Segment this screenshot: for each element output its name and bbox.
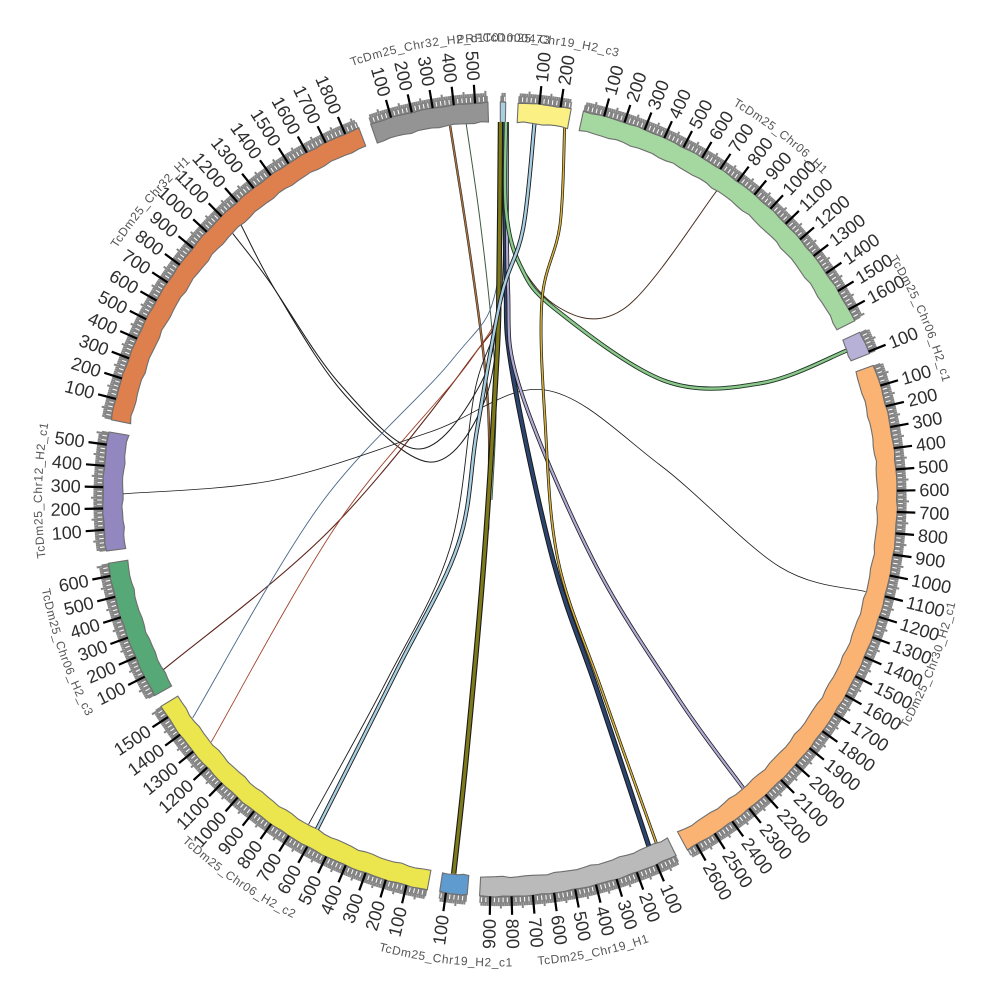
svg-text:500: 500: [462, 50, 484, 81]
svg-text:900: 900: [479, 919, 500, 950]
svg-text:200: 200: [554, 54, 578, 87]
svg-text:600: 600: [919, 480, 949, 501]
svg-text:PRFC01000473: PRFC01000473: [456, 30, 551, 47]
svg-text:900: 900: [914, 548, 947, 572]
svg-text:600: 600: [547, 914, 571, 946]
svg-text:400: 400: [438, 52, 461, 84]
svg-text:700: 700: [525, 917, 547, 949]
svg-text:100: 100: [51, 522, 82, 544]
svg-text:400: 400: [915, 432, 947, 456]
svg-text:300: 300: [50, 476, 81, 497]
svg-text:800: 800: [502, 919, 523, 950]
svg-text:500: 500: [53, 428, 86, 452]
svg-text:700: 700: [919, 503, 950, 524]
svg-text:100: 100: [532, 51, 555, 83]
svg-text:500: 500: [918, 456, 949, 478]
svg-text:100: 100: [429, 914, 453, 946]
svg-text:800: 800: [917, 526, 949, 548]
svg-text:200: 200: [50, 499, 80, 520]
svg-text:400: 400: [51, 452, 83, 474]
